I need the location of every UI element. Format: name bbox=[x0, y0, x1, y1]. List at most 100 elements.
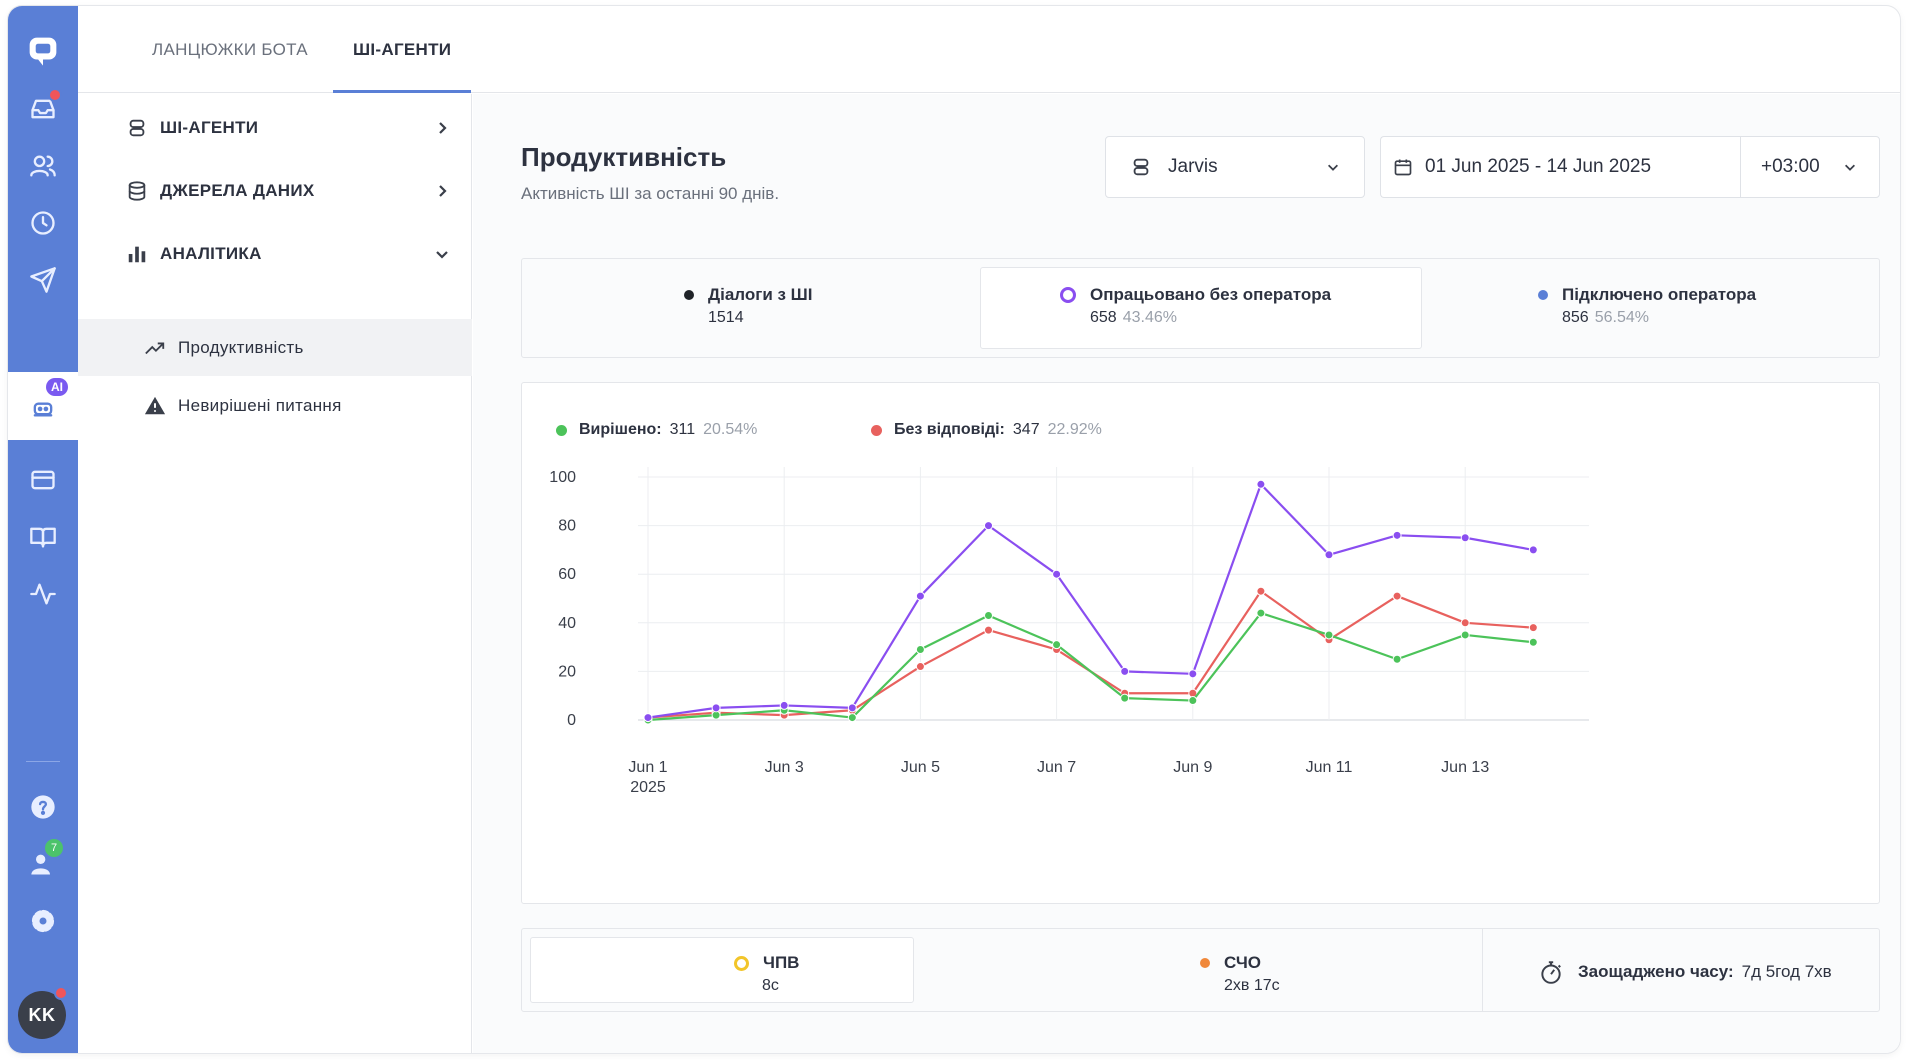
contacts-icon[interactable] bbox=[8, 137, 78, 195]
stat-label: Опрацьовано без оператора bbox=[1090, 285, 1332, 304]
chevron-down-icon bbox=[1328, 164, 1338, 171]
legend-percent: 22.92% bbox=[1047, 421, 1102, 438]
page-title: Продуктивність bbox=[521, 142, 727, 172]
tab-ai-agents[interactable]: ШІ-АГЕНТИ bbox=[333, 6, 472, 93]
stat-label: СЧО bbox=[1224, 953, 1262, 972]
x-tick-label: Jun 3 bbox=[765, 759, 804, 776]
data-point bbox=[984, 625, 993, 635]
top-tabs: ЛАНЦЮЖКИ БОТА ШІ-АГЕНТИ bbox=[78, 6, 1900, 93]
trend-up-icon bbox=[144, 337, 166, 359]
book-icon[interactable] bbox=[8, 508, 78, 566]
timezone-select[interactable]: +03:00 bbox=[1740, 136, 1880, 198]
nav-data-sources[interactable]: ДЖЕРЕЛА ДАНИХ bbox=[78, 160, 472, 222]
card-icon[interactable] bbox=[8, 451, 78, 509]
send-icon[interactable] bbox=[8, 251, 78, 309]
stat-percent: 43.46% bbox=[1122, 309, 1177, 326]
stat-box-selected[interactable] bbox=[530, 937, 914, 1003]
data-point bbox=[1324, 630, 1334, 640]
data-point bbox=[779, 700, 789, 710]
series-line bbox=[647, 611, 1534, 722]
app-window: AI 7 KK ЛАНЦЮЖКИ БОТА ШІ-АГЕНТИ bbox=[8, 6, 1900, 1053]
nav-label: Невирішені питання bbox=[178, 395, 342, 415]
data-point bbox=[915, 645, 925, 655]
nav-label: ДЖЕРЕЛА ДАНИХ bbox=[160, 181, 315, 200]
nav-analytics[interactable]: АНАЛІТИКА bbox=[78, 223, 472, 285]
rail-divider bbox=[26, 761, 60, 762]
stat-operator-connected[interactable]: Підключено оператора 856 56.54% bbox=[1538, 285, 1756, 327]
legend-percent: 20.54% bbox=[703, 421, 758, 438]
stat-label: ЧПВ bbox=[763, 953, 800, 972]
data-point bbox=[1392, 654, 1402, 664]
nav-productivity[interactable]: Продуктивність bbox=[78, 319, 472, 376]
data-point bbox=[1528, 545, 1538, 555]
ai-bot-icon[interactable]: AI bbox=[8, 372, 78, 440]
stat-bullet-ring bbox=[734, 955, 749, 971]
chevron-right-icon bbox=[434, 183, 450, 199]
team-icon[interactable]: 7 bbox=[8, 835, 78, 893]
data-point bbox=[847, 713, 857, 723]
agent-select[interactable]: Jarvis bbox=[1105, 136, 1365, 198]
data-point bbox=[1256, 608, 1266, 618]
stat-label: Підключено оператора bbox=[1562, 285, 1757, 304]
settings-icon[interactable] bbox=[8, 892, 78, 950]
stat-value: 2хв 17с bbox=[1224, 977, 1280, 994]
x-tick-label: Jun 13 bbox=[1441, 759, 1489, 776]
tab-bot-chains[interactable]: ЛАНЦЮЖКИ БОТА bbox=[152, 6, 308, 93]
legend-resolved[interactable]: Вирішено: 311 20.54% bbox=[556, 421, 757, 439]
time-saved: Заощаджено часу: 7д 5год 7хв bbox=[1538, 959, 1832, 985]
inbox-notification-dot bbox=[48, 88, 62, 102]
main-content: Продуктивність Активність ШІ за останні … bbox=[473, 94, 1900, 1053]
stat-first-response-time[interactable]: ЧПВ 8с bbox=[734, 953, 799, 995]
time-saved-label: Заощаджено часу: bbox=[1578, 962, 1734, 981]
stat-box-selected[interactable] bbox=[980, 267, 1422, 349]
data-point bbox=[1120, 666, 1130, 676]
nav-label: АНАЛІТИКА bbox=[160, 244, 262, 263]
tab-label: ЛАНЦЮЖКИ БОТА bbox=[152, 40, 308, 59]
date-range-value: 01 Jun 2025 - 14 Jun 2025 bbox=[1425, 156, 1652, 177]
nav-unresolved-questions[interactable]: Невирішені питання bbox=[78, 377, 472, 434]
time-saved-value: 7д 5год 7хв bbox=[1741, 962, 1832, 981]
tab-label: ШІ-АГЕНТИ bbox=[353, 40, 452, 59]
data-point bbox=[1392, 530, 1402, 540]
warning-icon bbox=[144, 395, 166, 417]
stat-processed-without-operator[interactable]: Опрацьовано без оператора 658 43.46% bbox=[1060, 285, 1331, 327]
chat-logo-icon[interactable] bbox=[8, 22, 78, 80]
data-point bbox=[1188, 696, 1198, 706]
team-badge: 7 bbox=[45, 839, 63, 857]
data-point bbox=[1460, 618, 1470, 628]
stat-average-wait-time[interactable]: СЧО 2хв 17с bbox=[1200, 953, 1280, 995]
avatar-notification-dot bbox=[54, 986, 68, 1000]
series-line bbox=[647, 483, 1534, 719]
pulse-icon[interactable] bbox=[8, 565, 78, 623]
data-point bbox=[847, 703, 857, 713]
left-rail: AI 7 KK bbox=[8, 6, 78, 1053]
ai-bot-icon bbox=[126, 117, 148, 139]
history-icon[interactable] bbox=[8, 194, 78, 252]
data-point bbox=[1324, 550, 1334, 560]
help-icon[interactable] bbox=[8, 778, 78, 836]
sub-navigation: ШІ-АГЕНТИ ДЖЕРЕЛА ДАНИХ АНАЛІТИКА Продук… bbox=[78, 94, 472, 1053]
page-subtitle: Активність ШІ за останні 90 днів. bbox=[521, 184, 780, 203]
stat-value: 658 bbox=[1090, 309, 1117, 326]
data-point bbox=[1256, 479, 1266, 489]
stopwatch-icon bbox=[1541, 961, 1561, 984]
inbox-icon[interactable] bbox=[8, 80, 78, 138]
data-point bbox=[1460, 533, 1470, 543]
legend-no-answer[interactable]: Без відповіді: 347 22.92% bbox=[871, 421, 1102, 439]
data-point bbox=[1528, 637, 1538, 647]
nav-label: Продуктивність bbox=[178, 337, 304, 357]
bar-chart-icon bbox=[126, 243, 148, 265]
legend-bullet bbox=[871, 424, 882, 436]
stats-card: Діалоги з ШІ 1514 Опрацьовано без операт… bbox=[521, 258, 1880, 358]
chart-card: Вирішено: 311 20.54% Без відповіді: 347 … bbox=[521, 382, 1880, 904]
nav-ai-agents[interactable]: ШІ-АГЕНТИ bbox=[78, 97, 472, 159]
stat-dialogs[interactable]: Діалоги з ШІ 1514 bbox=[684, 285, 812, 327]
timezone-value: +03:00 bbox=[1761, 156, 1820, 177]
bottom-stats-card: ЧПВ 8с СЧО 2хв 17с Заощаджено часу: 7д 5… bbox=[521, 928, 1880, 1012]
legend-value: 311 bbox=[669, 421, 696, 438]
y-tick-label: 20 bbox=[558, 663, 576, 680]
data-point bbox=[1256, 586, 1266, 596]
data-point bbox=[1460, 630, 1470, 640]
date-range-picker[interactable]: 01 Jun 2025 - 14 Jun 2025 bbox=[1380, 136, 1740, 198]
nav-label: ШІ-АГЕНТИ bbox=[160, 118, 259, 137]
